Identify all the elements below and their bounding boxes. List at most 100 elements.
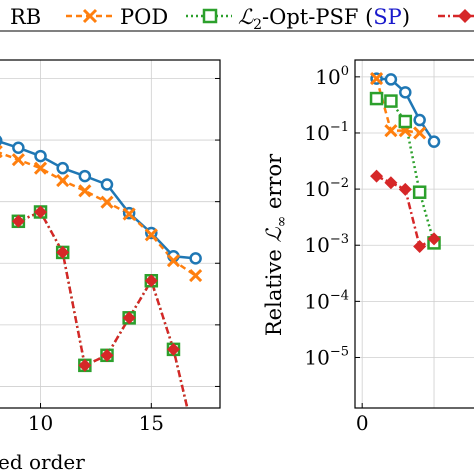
left-xtick-label-10: 10 [28,411,53,435]
right-pod-point-3 [413,126,427,140]
right-pod-point-0 [369,72,384,86]
right-ytick-base-2: 10 [304,177,329,201]
right-rb-point-4 [427,135,441,148]
right-ytick-exp-2: −2 [330,176,349,191]
right-ytick-label-1: 10−1 [304,120,349,145]
left-plot: 10 15 [0,59,221,449]
right-l2opt-point-2 [398,114,413,129]
right-pod-line [375,78,420,135]
right-pod-point-3-stroke-b [413,126,427,140]
right-ytick-label-4: 10−4 [304,288,349,313]
right-y-axis-label-prefix: Relative [262,243,286,337]
right-ytick-base-4: 10 [304,289,329,313]
left-rb-point-9 [189,252,202,265]
left-pod-point-4-stroke-b [78,184,92,198]
left-pod-point-5-stroke-b [100,195,114,209]
legend-marker-fourth [458,9,472,23]
legend-entry-pod: POD [66,5,168,29]
left-pod-point-7 [144,228,158,242]
left-pod-point-2-stroke-b [33,161,48,175]
left-pod-point-2 [33,161,48,175]
right-xtick-label-0: 0 [356,411,369,435]
legend-label-l2opt-end: ) [402,5,410,29]
left-pod-point-8-stroke-b [166,254,181,268]
right-ytick-label-5: 10−5 [304,344,349,369]
right-pod-point-1-stroke-b [384,124,398,138]
right-ytick-base-5: 10 [304,345,329,369]
left-rb-point-2 [34,149,47,163]
right-l2opt-point-0 [369,91,384,106]
left-pod-line [0,151,197,277]
left-fourth-point-2 [56,245,70,259]
right-ytick-exp-5: −5 [330,344,349,359]
right-ytick-label-2: 10−2 [304,176,349,201]
legend-label-l2opt-sub: 2 [253,17,262,33]
left-fourth-point-5 [122,311,136,325]
right-ytick-label-0: 100 [315,64,349,89]
left-fourth-point-3 [78,358,92,372]
left-pod-point-9 [189,269,203,283]
right-rb-point-2 [399,86,412,99]
left-pod-point-6-stroke-b [122,207,136,221]
right-ytick-label-3: 10−3 [304,232,349,257]
left-pod-point-6 [122,207,136,221]
legend-label-l2opt-main: -Opt-PSF ( [262,5,373,29]
right-ytick-exp-0: 0 [341,64,349,79]
right-ytick-exp-1: −1 [330,120,349,135]
right-pod-point-0-stroke-b [369,72,384,86]
right-fourth-point-1 [384,176,398,190]
right-rb-point-3 [413,113,426,127]
left-pod-point-9-stroke-b [189,269,203,283]
right-rb-point-1 [384,73,398,86]
right-ytick-base-3: 10 [304,233,329,257]
right-fourth-point-2 [398,182,412,196]
left-pod-point-3 [56,174,70,188]
right-pod-point-1 [384,124,398,138]
left-pod-point-8 [166,254,181,268]
right-ytick-base-0: 10 [315,65,340,89]
left-axes-frame [0,59,221,409]
left-fourth-point-1 [34,205,48,219]
left-pod-point-4 [78,184,92,198]
left-ticks: 10 15 [28,77,220,435]
right-y-axis-label-sub: ∞ [274,216,290,228]
left-rb-point-0 [0,135,3,146]
legend-label-rb: RB [10,5,41,29]
right-y-axis-label-script: ℒ [262,227,286,243]
legend-marker-l2opt [202,8,218,24]
legend-entry-rb: RB [10,5,41,29]
left-rb-line [0,140,196,260]
right-y-axis-label: Relative ℒ∞ error [262,153,290,336]
right-ytick-base-1: 10 [304,121,329,145]
left-pod-point-3-stroke-b [56,174,70,188]
right-axes-frame [354,59,474,409]
left-rb-point-1 [12,141,25,155]
left-fourth-point-6 [144,274,158,288]
right-y-axis-label-suffix: error [262,153,286,216]
right-fourth-point-4 [427,232,441,246]
right-ytick-exp-3: −3 [330,232,349,247]
legend-label-l2opt: ℒ2-Opt-PSF (SP) [238,5,410,33]
left-pod-point-0 [0,145,3,159]
left-pod-point-5 [100,195,114,209]
left-fourth-point-4 [100,348,114,362]
legend-label-l2opt-script: ℒ [238,5,254,29]
right-series-group [369,72,441,253]
legend-entry-l2opt: ℒ2-Opt-PSF (SP) [186,5,410,33]
right-l2opt-point-1 [384,94,398,108]
right-fourth-point-0 [370,169,384,183]
right-l2opt-point-3 [412,185,427,199]
right-ytick-exp-4: −4 [330,288,349,303]
left-l2opt-point-8 [190,438,201,449]
left-rb-point-3 [56,161,69,175]
right-fourth-point-3 [413,239,427,253]
left-pod-point-1-stroke-b [11,153,25,167]
legend-label-pod: POD [120,5,168,29]
left-pod-point-1 [11,153,25,167]
legend-entry-fourth [438,9,474,23]
left-rb-point-5 [100,178,114,191]
legend-label-l2opt-sp: SP [373,5,402,29]
